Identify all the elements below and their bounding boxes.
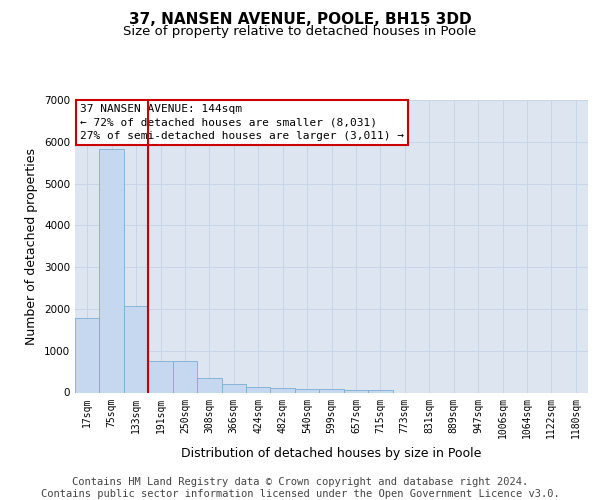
Bar [197,378,221,392]
Bar [246,388,271,392]
Bar [173,360,197,392]
Text: 37, NANSEN AVENUE, POOLE, BH15 3DD: 37, NANSEN AVENUE, POOLE, BH15 3DD [128,12,472,28]
Text: Size of property relative to detached houses in Poole: Size of property relative to detached ho… [124,25,476,38]
Bar [344,390,368,392]
Text: 37 NANSEN AVENUE: 144sqm
← 72% of detached houses are smaller (8,031)
27% of sem: 37 NANSEN AVENUE: 144sqm ← 72% of detach… [80,104,404,141]
Bar [271,388,295,392]
Bar [124,306,148,392]
Y-axis label: Number of detached properties: Number of detached properties [25,148,38,345]
Bar [100,150,124,392]
Text: Contains HM Land Registry data © Crown copyright and database right 2024.
Contai: Contains HM Land Registry data © Crown c… [41,478,559,499]
Bar [221,384,246,392]
X-axis label: Distribution of detached houses by size in Poole: Distribution of detached houses by size … [181,447,482,460]
Bar [148,360,173,392]
Bar [75,318,100,392]
Bar [295,389,319,392]
Bar [319,389,344,392]
Bar [368,390,392,392]
